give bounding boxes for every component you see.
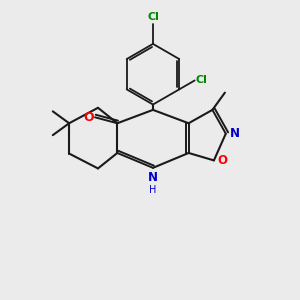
Text: N: N [148,171,158,184]
Text: Cl: Cl [196,76,208,85]
Text: O: O [218,154,228,167]
Text: Cl: Cl [147,13,159,22]
Text: H: H [149,185,157,195]
Text: N: N [230,127,240,140]
Text: O: O [83,111,94,124]
